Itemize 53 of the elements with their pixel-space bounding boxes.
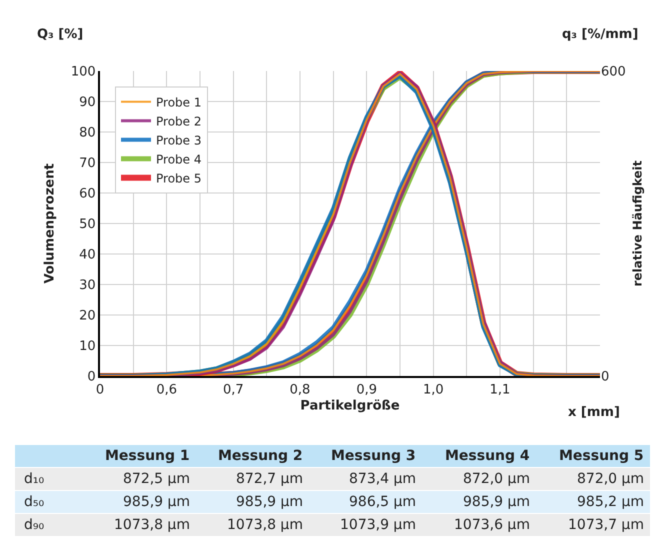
y-tick-label: 60 <box>79 186 96 202</box>
y-tick-label: 10 <box>79 339 96 354</box>
text: Messung 1 <box>105 448 190 464</box>
text: 872,5 µm <box>123 471 190 487</box>
legend-label: Probe 5 <box>156 171 202 186</box>
legend-label: Probe 3 <box>156 133 202 148</box>
y-tick-label: 40 <box>79 248 96 263</box>
text: 985,9 µm <box>123 494 190 510</box>
text: 873,4 µm <box>349 471 416 487</box>
y2-axis-title: relative Häufigkeit <box>630 160 645 287</box>
y-tick-label: 100 <box>70 64 96 80</box>
text: 1073,7 µm <box>568 517 644 533</box>
legend-label: Probe 1 <box>156 95 202 110</box>
y-tick-label: 20 <box>79 308 96 324</box>
text: d₅₀ <box>24 494 44 510</box>
x-tick-label: 1,0 <box>422 382 444 398</box>
text: Messung 5 <box>559 448 644 464</box>
y-tick-label: 50 <box>79 217 96 232</box>
text: 1073,9 µm <box>340 517 416 533</box>
y-tick-label: 30 <box>79 278 96 294</box>
legend-label: Probe 2 <box>156 114 202 128</box>
x-tick-label: 0,8 <box>290 382 310 398</box>
text: 986,5 µm <box>349 494 416 510</box>
y-tick-label: 0 <box>87 370 96 385</box>
text: Messung 2 <box>218 448 303 464</box>
text: 1073,8 µm <box>227 517 303 533</box>
text: x [mm] <box>568 405 620 420</box>
x-axis-title: Partikelgröße <box>300 398 400 414</box>
text: Q₃ [%] <box>37 27 84 42</box>
y-tick-label: 70 <box>79 156 96 172</box>
text: 872,0 µm <box>463 471 530 487</box>
text: 985,2 µm <box>577 494 644 510</box>
text: 872,0 µm <box>577 471 644 487</box>
text: 872,7 µm <box>236 471 304 487</box>
x-tick-label: 0,7 <box>222 382 244 398</box>
y2-tick-label: 0 <box>601 370 610 385</box>
x-tick-label: 0,6 <box>156 382 178 398</box>
y2-tick-label: 600 <box>601 64 626 80</box>
legend-label: Probe 4 <box>156 152 202 166</box>
x-tick-label: 1,1 <box>490 382 510 398</box>
text: 985,9 µm <box>463 494 530 510</box>
text: d₉₀ <box>24 517 44 533</box>
y-axis-title: Volumenprozent <box>42 163 58 284</box>
text: d₁₀ <box>24 471 44 487</box>
text: Messung 3 <box>331 448 416 464</box>
text: Messung 4 <box>445 448 530 464</box>
text: 985,9 µm <box>236 494 304 510</box>
text: q₃ [%/mm] <box>562 27 638 42</box>
text: 1073,6 µm <box>454 517 530 533</box>
y-tick-label: 90 <box>79 95 96 110</box>
x-tick-label: 0,9 <box>356 382 378 398</box>
text: 1073,8 µm <box>114 517 190 533</box>
y-tick-label: 80 <box>79 126 96 141</box>
